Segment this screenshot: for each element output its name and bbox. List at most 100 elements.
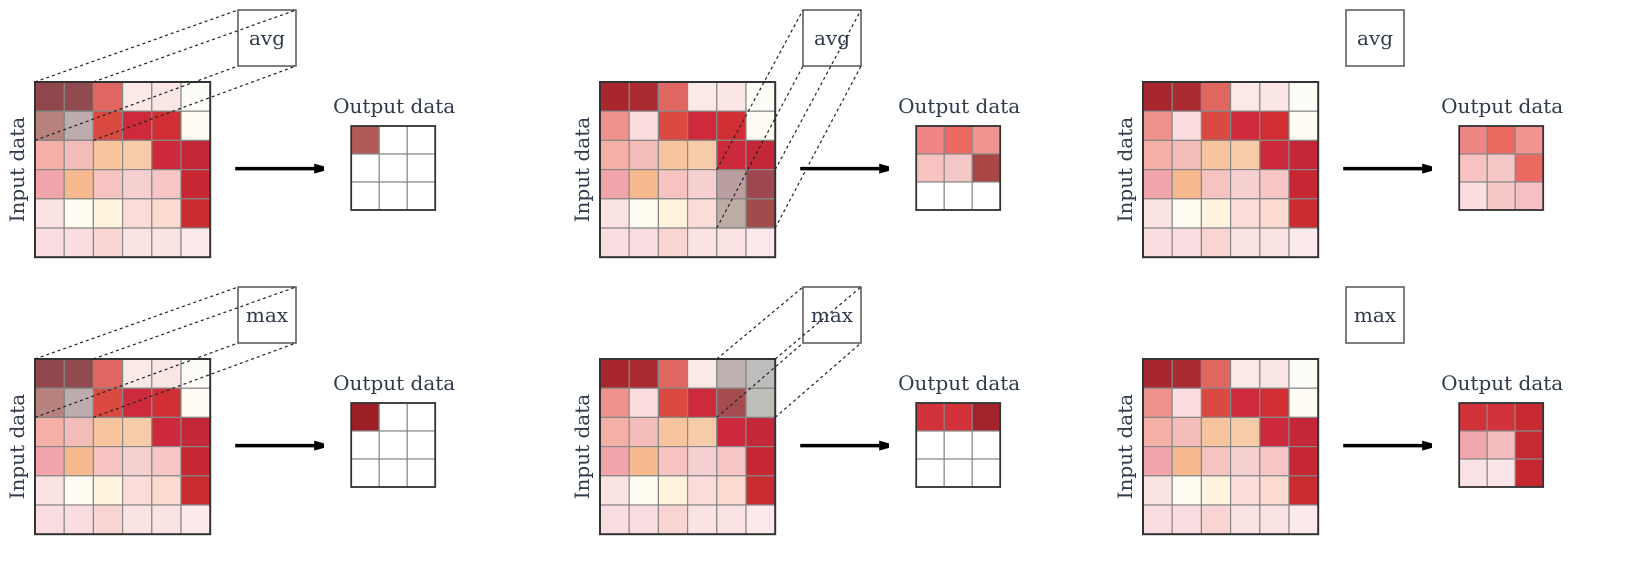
output-cell [971,402,1001,432]
input-cell [686,387,718,419]
input-cell [599,81,630,112]
input-cell [1288,475,1319,506]
projection-line [34,342,239,418]
input-cell [180,169,211,200]
input-cell [657,198,689,229]
input-cell [599,358,630,389]
input-cell [1229,475,1261,506]
output-cell [1458,402,1488,432]
input-cell [1288,504,1319,535]
output-cell [378,125,408,155]
input-cell [1229,81,1261,112]
input-cell [745,169,776,200]
output-cell [1514,402,1544,432]
input-cell [1200,81,1232,112]
input-cell [121,198,153,229]
input-grid [599,81,776,258]
projection-line [774,9,862,170]
input-cell [599,446,630,477]
output-grid [350,125,436,211]
input-cell [716,446,747,477]
input-cell [92,416,124,448]
output-cell [1486,153,1516,183]
output-cell [1458,458,1488,488]
input-cell [1229,358,1261,389]
input-data-label: Input data [5,117,29,223]
input-cell [745,416,776,448]
input-cell [1171,169,1202,200]
input-cell [34,446,65,477]
input-cell [1259,169,1290,200]
output-grid-frame [1458,125,1545,211]
output-grid [1458,402,1544,488]
input-cell [121,387,153,419]
output-cell [1486,458,1516,488]
input-cell [151,169,182,200]
input-cell [34,416,65,448]
output-cell [915,125,945,155]
input-cell [1259,475,1290,506]
output-cell [350,402,380,432]
input-cell [599,387,630,419]
input-cell [745,446,776,477]
input-cell [92,110,124,141]
output-cell [378,458,408,488]
input-cell [716,81,747,112]
input-cell [63,475,94,506]
input-cell [92,475,124,506]
input-cell [657,81,689,112]
input-cell [34,198,65,229]
input-cell [63,416,94,448]
avg-label: avg [814,26,850,50]
input-grid-frame [34,81,212,259]
input-cell [1259,387,1290,419]
output-cell [1458,430,1488,460]
output-cell [378,181,408,211]
output-cell [406,125,436,155]
output-cell [943,458,973,488]
input-cell [1142,358,1173,389]
input-cell [1288,227,1319,258]
input-grid-frame [599,358,777,536]
output-grid-frame [1458,402,1545,488]
input-cell [1259,139,1290,171]
avg-label: avg [1357,26,1393,50]
input-cell [1200,139,1232,171]
max-operation-box [802,286,862,344]
output-cell [378,430,408,460]
input-cell [686,198,718,229]
input-cell [92,446,124,477]
output-cell [971,153,1001,183]
output-cell [406,181,436,211]
output-cell [378,402,408,432]
pooling-panel-2: avg Input data Output data [570,9,1020,259]
input-cell [599,139,630,171]
projection-line [716,65,804,229]
output-cell [971,458,1001,488]
input-data-label: Input data [570,117,594,223]
input-cell [180,139,211,171]
projection-line [34,286,239,360]
output-cell [1486,430,1516,460]
input-cell [151,198,182,229]
input-cell [1142,169,1173,200]
input-cell [716,416,747,448]
output-cell [943,430,973,460]
input-cell [716,475,747,506]
output-cell [1458,181,1488,211]
output-cell [943,153,973,183]
input-cell [686,81,718,112]
input-cell [1171,387,1202,419]
output-grid-frame [350,402,437,488]
input-cell [599,110,630,141]
input-cell [1288,387,1319,419]
input-cell [1259,446,1290,477]
input-cell [686,446,718,477]
input-cell [151,446,182,477]
input-cell [1200,110,1232,141]
input-grid-frame [1142,358,1320,536]
input-grid [1142,358,1319,535]
input-cell [628,169,660,200]
